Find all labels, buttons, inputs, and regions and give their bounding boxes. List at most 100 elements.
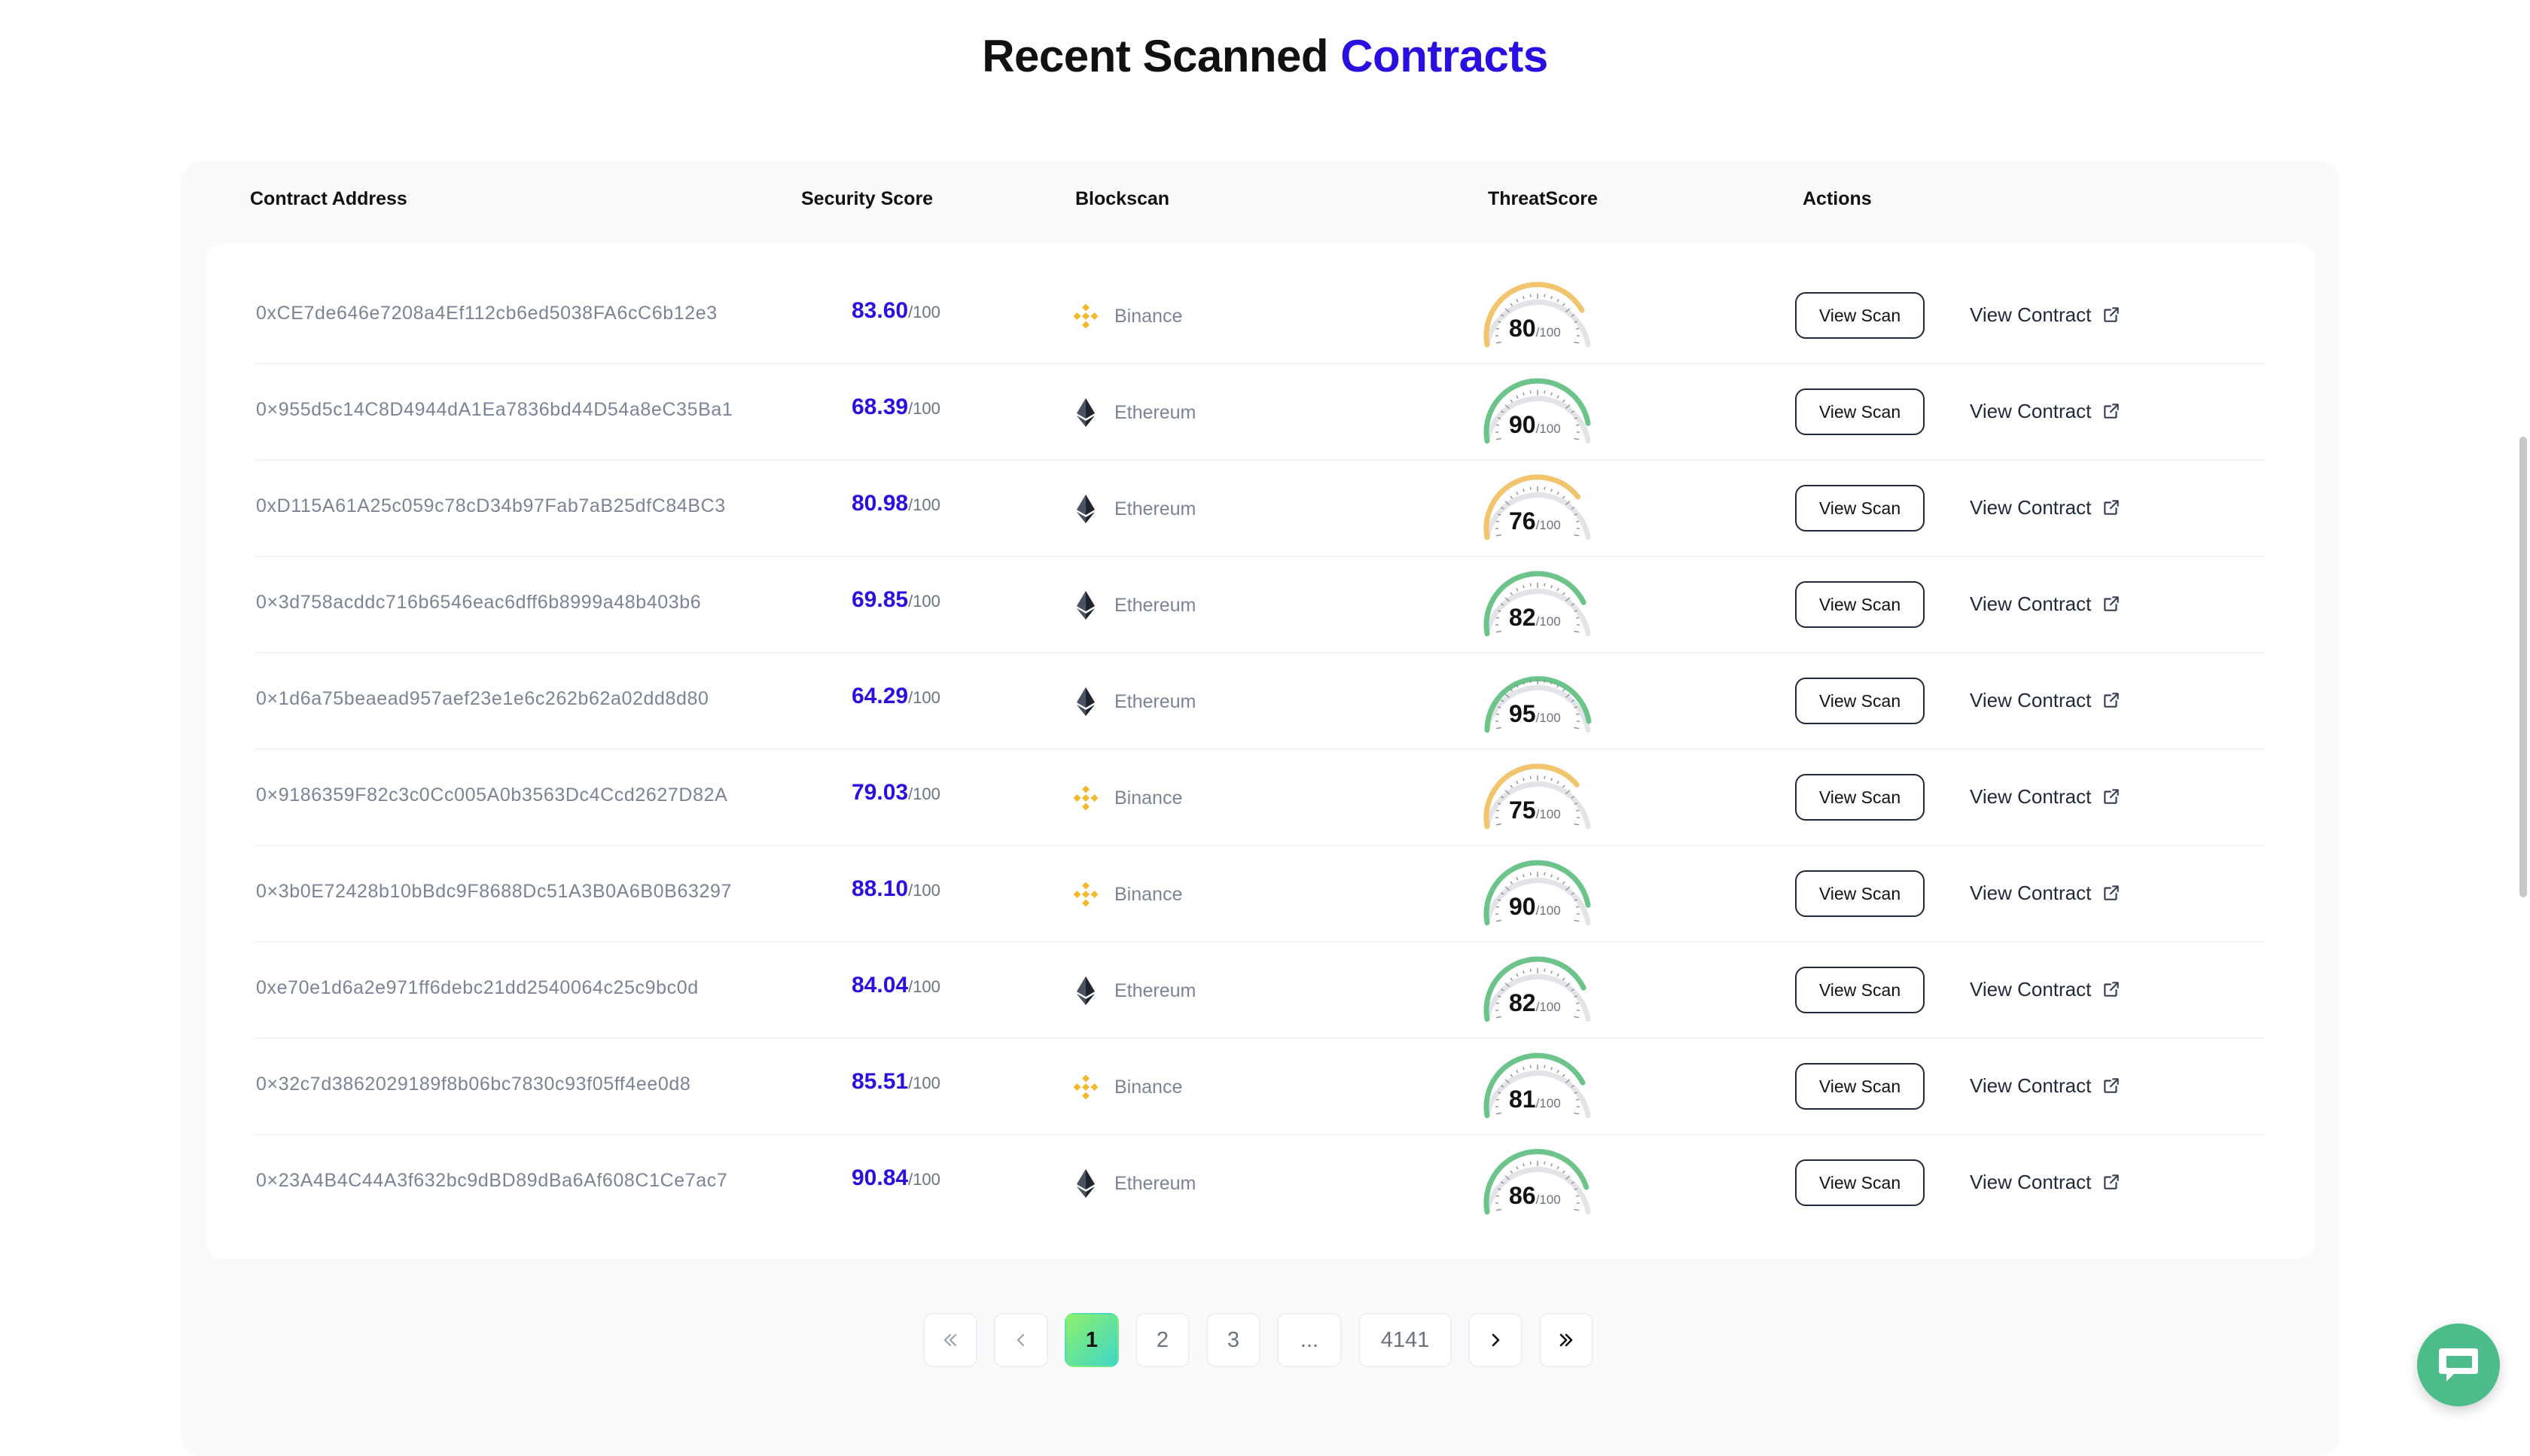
row-divider bbox=[255, 556, 2265, 557]
threat-gauge-arc bbox=[1483, 1149, 1591, 1215]
external-link-icon bbox=[2104, 307, 2120, 322]
view-contract-label: View Contract bbox=[1970, 977, 2092, 1001]
ethereum-icon bbox=[1077, 687, 1095, 716]
chevron-left-icon bbox=[1017, 1333, 1025, 1347]
security-score-value: 79.03 bbox=[852, 780, 909, 805]
view-contract-link[interactable]: View Contract bbox=[1970, 685, 2121, 715]
external-link-icon-wrap bbox=[2102, 883, 2121, 903]
security-score: 88.10/100 bbox=[852, 876, 940, 902]
pagination: 1 2 3 ... 4141 bbox=[923, 1313, 1593, 1367]
view-scan-button[interactable]: View Scan bbox=[1795, 581, 1925, 628]
external-link-icon-wrap bbox=[2102, 401, 2121, 421]
threat-score-value: 82 bbox=[1509, 989, 1536, 1016]
threat-score-value: 95 bbox=[1509, 700, 1536, 727]
chat-launcher-button[interactable] bbox=[2417, 1323, 2500, 1406]
chain-icon-wrap bbox=[1072, 1072, 1099, 1102]
threat-score-gauge: 75/100 bbox=[1480, 759, 1595, 834]
chain-icon-wrap bbox=[1072, 1168, 1099, 1199]
threat-gauge-arc bbox=[1483, 956, 1591, 1022]
row-divider bbox=[255, 748, 2265, 750]
row-divider bbox=[255, 459, 2265, 461]
view-contract-link[interactable]: View Contract bbox=[1970, 492, 2121, 522]
page-1-button[interactable]: 1 bbox=[1065, 1313, 1119, 1367]
chain-name: Binance bbox=[1114, 305, 1183, 327]
view-contract-link[interactable]: View Contract bbox=[1970, 974, 2121, 1004]
view-contract-link[interactable]: View Contract bbox=[1970, 396, 2121, 426]
contract-address: 0xD115A61A25c059c78cD34b97Fab7aB25dfC84B… bbox=[256, 495, 726, 516]
view-scan-button[interactable]: View Scan bbox=[1795, 388, 1925, 435]
security-score: 83.60/100 bbox=[852, 298, 940, 324]
view-scan-button[interactable]: View Scan bbox=[1795, 967, 1925, 1013]
threat-score-max: /100 bbox=[1535, 1096, 1561, 1110]
next-page-button[interactable] bbox=[1468, 1313, 1523, 1367]
chain-icon-wrap bbox=[1072, 494, 1099, 524]
table-row: 0×955d5c14C8D4944dA1Ea7836bd44D54a8eC35B… bbox=[0, 364, 2530, 461]
security-score-max: /100 bbox=[908, 977, 940, 996]
last-page-button[interactable] bbox=[1539, 1313, 1593, 1367]
threat-score-max: /100 bbox=[1535, 1000, 1561, 1014]
view-scan-button[interactable]: View Scan bbox=[1795, 1063, 1925, 1110]
title-accent: Contracts bbox=[1340, 31, 1548, 81]
threat-gauge-arc bbox=[1483, 1052, 1591, 1119]
security-score-value: 69.85 bbox=[852, 587, 909, 612]
page-ellipsis: ... bbox=[1277, 1313, 1342, 1367]
view-contract-link[interactable]: View Contract bbox=[1970, 300, 2121, 330]
threat-gauge-arc bbox=[1483, 378, 1591, 444]
external-link-icon-wrap bbox=[2102, 787, 2121, 806]
view-contract-link[interactable]: View Contract bbox=[1970, 1071, 2121, 1101]
last-page-number-button[interactable]: 4141 bbox=[1358, 1313, 1452, 1367]
security-score: 85.51/100 bbox=[852, 1069, 940, 1095]
blockscan-chain: Ethereum bbox=[1072, 678, 1196, 726]
page-scrollbar[interactable] bbox=[2519, 437, 2527, 897]
external-link-icon-wrap bbox=[2102, 979, 2121, 999]
threat-score-max: /100 bbox=[1535, 518, 1561, 532]
view-scan-button[interactable]: View Scan bbox=[1795, 678, 1925, 724]
blockscan-chain: Ethereum bbox=[1072, 388, 1196, 437]
view-contract-link[interactable]: View Contract bbox=[1970, 589, 2121, 619]
security-score-max: /100 bbox=[908, 1074, 940, 1092]
chain-icon-wrap bbox=[1072, 976, 1099, 1006]
view-contract-link[interactable]: View Contract bbox=[1970, 878, 2121, 908]
external-link-icon bbox=[2104, 596, 2120, 611]
security-score: 80.98/100 bbox=[852, 491, 940, 516]
view-scan-button[interactable]: View Scan bbox=[1795, 1159, 1925, 1206]
threat-score-gauge: 95/100 bbox=[1480, 663, 1595, 738]
threat-score-gauge: 86/100 bbox=[1480, 1144, 1595, 1220]
security-score-value: 90.84 bbox=[852, 1165, 909, 1190]
threat-score-readout: 90/100 bbox=[1509, 411, 1561, 439]
threat-score-readout: 86/100 bbox=[1509, 1182, 1561, 1210]
threat-score-gauge: 90/100 bbox=[1480, 373, 1595, 449]
security-score-max: /100 bbox=[908, 399, 940, 418]
threat-gauge-arc bbox=[1483, 860, 1591, 926]
contract-address: 0xe70e1d6a2e971ff6debc21dd2540064c25c9bc… bbox=[256, 977, 699, 998]
view-scan-button[interactable]: View Scan bbox=[1795, 774, 1925, 821]
contract-address: 0×32c7d3862029189f8b06bc7830c93f05ff4ee0… bbox=[256, 1074, 691, 1095]
view-contract-link[interactable]: View Contract bbox=[1970, 1167, 2121, 1197]
threat-score-gauge: 80/100 bbox=[1480, 277, 1595, 352]
contract-address: 0×23A4B4C44A3f632bc9dBD89dBa6Af608C1Ce7a… bbox=[256, 1170, 728, 1191]
threat-score-readout: 76/100 bbox=[1509, 507, 1561, 535]
security-score-max: /100 bbox=[908, 303, 940, 321]
row-divider bbox=[255, 941, 2265, 943]
header-actions: Actions bbox=[1803, 188, 1872, 209]
first-page-button[interactable] bbox=[923, 1313, 977, 1367]
header-threat-score: ThreatScore bbox=[1488, 188, 1598, 209]
threat-score-gauge: 81/100 bbox=[1480, 1048, 1595, 1123]
security-score-max: /100 bbox=[908, 592, 940, 611]
chain-icon-wrap bbox=[1072, 783, 1099, 813]
page-3-button[interactable]: 3 bbox=[1206, 1313, 1260, 1367]
view-scan-button[interactable]: View Scan bbox=[1795, 870, 1925, 917]
external-link-icon bbox=[2104, 885, 2120, 900]
threat-score-readout: 81/100 bbox=[1509, 1086, 1561, 1113]
page-2-button[interactable]: 2 bbox=[1135, 1313, 1190, 1367]
chain-name: Ethereum bbox=[1114, 594, 1196, 616]
ethereum-icon bbox=[1077, 591, 1095, 620]
threat-score-readout: 82/100 bbox=[1509, 989, 1561, 1017]
threat-score-value: 81 bbox=[1509, 1086, 1536, 1113]
view-scan-button[interactable]: View Scan bbox=[1795, 292, 1925, 339]
table-row: 0×9186359F82c3c0Cc005A0b3563Dc4Ccd2627D8… bbox=[0, 750, 2530, 846]
view-contract-link[interactable]: View Contract bbox=[1970, 781, 2121, 812]
threat-score-value: 86 bbox=[1509, 1182, 1536, 1209]
view-scan-button[interactable]: View Scan bbox=[1795, 485, 1925, 532]
previous-page-button[interactable] bbox=[994, 1313, 1048, 1367]
